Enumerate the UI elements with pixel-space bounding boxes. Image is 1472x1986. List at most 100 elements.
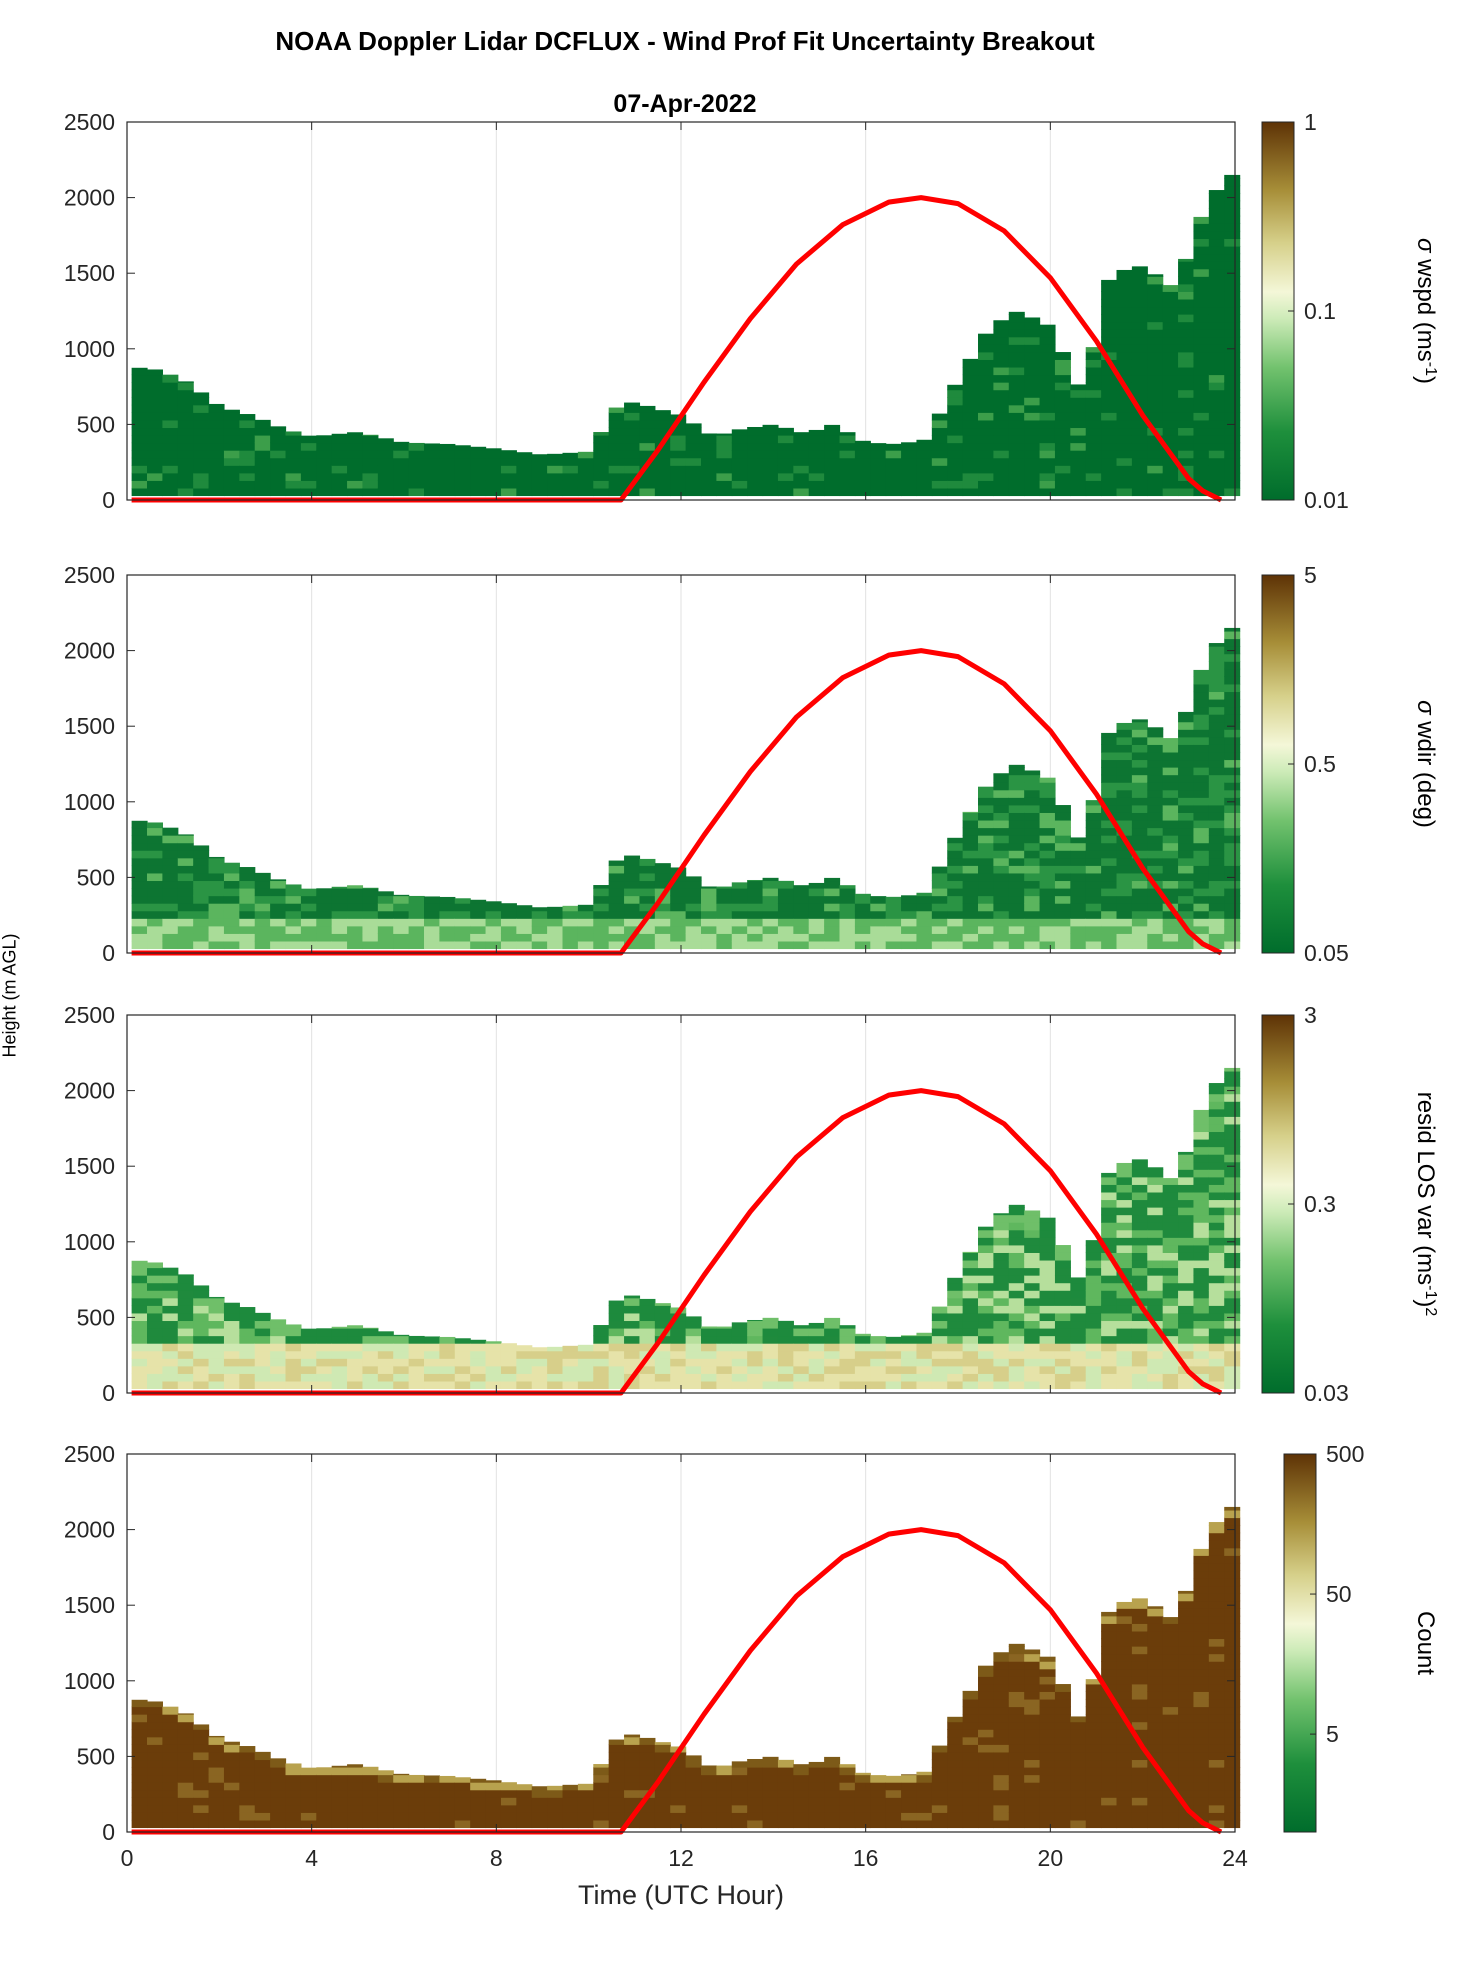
heatmap-cell bbox=[1085, 872, 1102, 882]
heatmap-cell bbox=[1162, 1812, 1179, 1821]
heatmap-cell bbox=[331, 1343, 348, 1352]
heatmap-cell bbox=[316, 933, 333, 942]
heatmap-cell bbox=[1162, 1617, 1179, 1624]
heatmap-cell bbox=[1193, 1797, 1210, 1806]
heatmap-cell bbox=[1039, 366, 1056, 376]
heatmap-cell bbox=[285, 933, 302, 942]
heatmap-cell bbox=[1178, 1207, 1195, 1216]
heatmap-cell bbox=[1008, 359, 1025, 368]
heatmap-cell bbox=[331, 1335, 348, 1344]
heatmap-cell bbox=[347, 1325, 364, 1329]
heatmap-cell bbox=[670, 1804, 687, 1813]
heatmap-cell bbox=[1193, 1661, 1210, 1670]
heatmap-cell bbox=[485, 933, 502, 942]
heatmap-cell bbox=[162, 1789, 179, 1798]
heatmap-cell bbox=[1039, 918, 1056, 927]
heatmap-cell bbox=[1131, 1259, 1148, 1269]
heatmap-cell bbox=[1208, 819, 1225, 829]
heatmap-cell bbox=[147, 465, 163, 474]
heatmap-cell bbox=[1224, 1373, 1241, 1382]
heatmap-cell bbox=[393, 1782, 410, 1791]
heatmap-cell bbox=[1008, 351, 1025, 360]
heatmap-cell bbox=[1193, 698, 1210, 708]
heatmap-cell bbox=[131, 472, 148, 481]
heatmap-cell bbox=[1224, 767, 1241, 776]
heatmap-cell bbox=[562, 452, 579, 459]
heatmap-cell bbox=[1208, 1131, 1225, 1140]
heatmap-cell bbox=[577, 465, 594, 474]
heatmap-cell bbox=[824, 1373, 841, 1382]
heatmap-cell bbox=[931, 1819, 948, 1829]
heatmap-cell bbox=[1116, 1320, 1133, 1329]
heatmap-cell bbox=[1208, 480, 1225, 489]
heatmap-cell bbox=[547, 472, 564, 481]
heatmap-cell bbox=[1147, 1683, 1164, 1692]
heatmap-cell bbox=[701, 433, 717, 436]
heatmap-cell bbox=[1070, 1320, 1087, 1329]
heatmap-cell bbox=[193, 1290, 210, 1299]
heatmap-cell bbox=[362, 1358, 379, 1367]
heatmap-cell bbox=[1116, 1343, 1133, 1352]
heatmap-cell bbox=[208, 1812, 225, 1821]
heatmap-cell bbox=[1193, 1365, 1210, 1374]
heatmap-cell bbox=[1178, 404, 1195, 413]
heatmap-cell bbox=[1131, 382, 1148, 391]
heatmap-cell bbox=[485, 1789, 502, 1798]
heatmap-cell bbox=[1224, 1350, 1241, 1359]
heatmap-cell bbox=[147, 1766, 163, 1776]
heatmap-cell bbox=[316, 940, 333, 950]
heatmap-cell bbox=[162, 1305, 179, 1314]
heatmap-cell bbox=[1162, 366, 1179, 376]
heatmap-cell bbox=[1193, 1698, 1210, 1708]
heatmap-cell bbox=[1178, 465, 1195, 474]
heatmap-cell bbox=[162, 1751, 179, 1761]
heatmap-cell bbox=[424, 465, 440, 474]
heatmap-cell bbox=[962, 1774, 979, 1783]
heatmap-cell bbox=[793, 1343, 810, 1352]
heatmap-cell bbox=[1116, 1282, 1133, 1291]
heatmap-cell bbox=[1208, 1683, 1225, 1692]
heatmap-cell bbox=[131, 1327, 148, 1337]
heatmap-cell bbox=[1162, 887, 1179, 897]
heatmap-cell bbox=[316, 1380, 333, 1390]
heatmap-cell bbox=[223, 1327, 240, 1337]
heatmap-cell bbox=[285, 1373, 302, 1382]
heatmap-cell bbox=[777, 442, 794, 451]
heatmap-cell bbox=[731, 940, 748, 950]
heatmap-cell bbox=[931, 1812, 948, 1821]
heatmap-cell bbox=[1101, 404, 1118, 413]
heatmap-cell bbox=[316, 1782, 333, 1791]
heatmap-cell bbox=[1085, 1782, 1102, 1791]
heatmap-cell bbox=[1147, 1380, 1164, 1390]
heatmap-cell bbox=[347, 1335, 364, 1344]
heatmap-cell bbox=[1054, 450, 1071, 459]
heatmap-cell bbox=[208, 1305, 225, 1314]
heatmap-cell bbox=[1178, 1305, 1195, 1314]
heatmap-cell bbox=[947, 450, 964, 459]
heatmap-cell bbox=[1224, 1638, 1241, 1647]
heatmap-cell bbox=[1208, 321, 1225, 330]
heatmap-cell bbox=[131, 1744, 148, 1753]
heatmap-cell bbox=[147, 480, 163, 489]
heatmap-cell bbox=[1116, 1214, 1133, 1223]
heatmap-cell bbox=[1162, 759, 1179, 768]
heatmap-cell bbox=[608, 880, 625, 889]
heatmap-cell bbox=[1147, 1335, 1164, 1344]
heatmap-cell bbox=[316, 472, 333, 481]
heatmap-cell bbox=[1101, 940, 1118, 950]
heatmap-cell bbox=[1131, 1789, 1148, 1798]
heatmap-cell bbox=[978, 1252, 994, 1261]
heatmap-cell bbox=[1054, 918, 1071, 927]
heatmap-cell bbox=[931, 1759, 948, 1768]
heatmap-cell bbox=[1147, 1358, 1164, 1367]
heatmap-cell bbox=[177, 1713, 194, 1715]
heatmap-cell bbox=[978, 1691, 994, 1700]
heatmap-cell bbox=[716, 1804, 733, 1813]
heatmap-cell bbox=[470, 1778, 487, 1783]
heatmap-cell bbox=[193, 1782, 210, 1791]
heatmap-cell bbox=[1224, 208, 1241, 217]
heatmap-cell bbox=[131, 910, 148, 919]
heatmap-cell bbox=[824, 1812, 841, 1821]
heatmap-cell bbox=[177, 1290, 194, 1299]
heatmap-cell bbox=[962, 419, 979, 429]
